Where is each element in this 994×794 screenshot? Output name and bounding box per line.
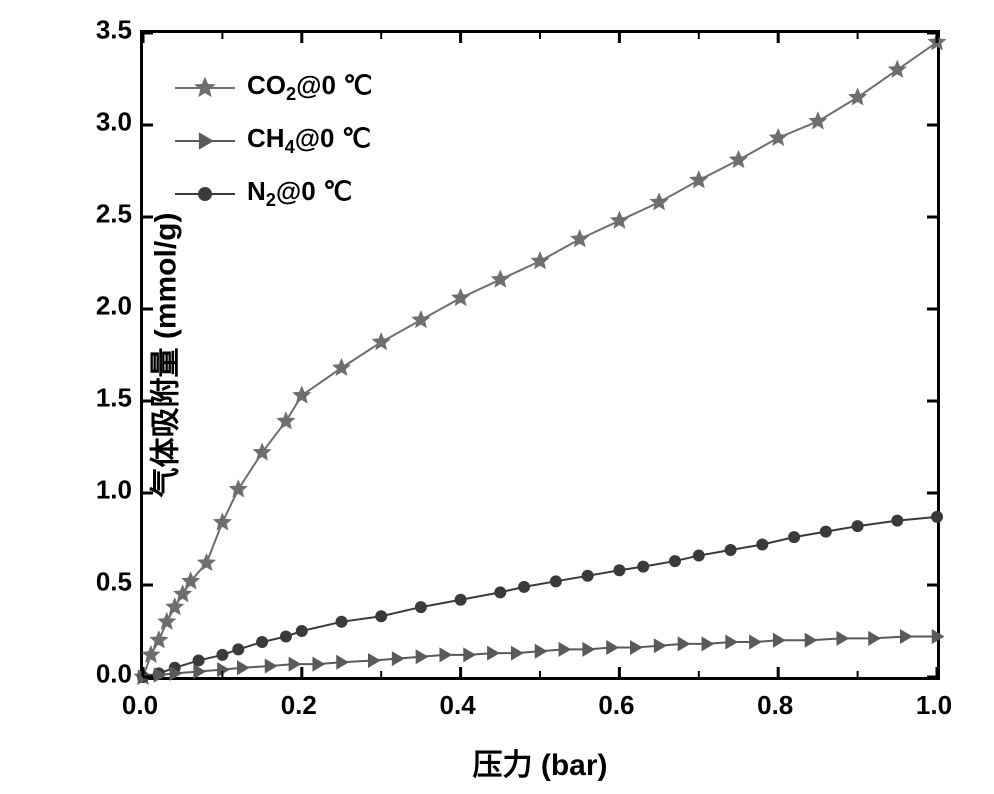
y-tick-label: 2.5 xyxy=(96,199,132,230)
y-tick-label: 0.0 xyxy=(96,659,132,690)
y-tick-label: 3.0 xyxy=(96,107,132,138)
legend-item-n2: N2@0 ℃ xyxy=(175,176,372,211)
x-tick-label: 0.0 xyxy=(122,690,158,721)
x-axis-label: 压力 (bar) xyxy=(473,740,608,784)
x-tick-label: 0.4 xyxy=(440,690,476,721)
y-tick-label: 0.5 xyxy=(96,567,132,598)
y-tick-label: 2.0 xyxy=(96,291,132,322)
legend-label-ch4: CH4@0 ℃ xyxy=(247,123,371,158)
legend-marker-co2 xyxy=(175,87,235,89)
legend: CO2@0 ℃ CH4@0 ℃ N2@0 ℃ xyxy=(175,70,372,230)
chart-container: 气体吸附量 (mmol/g) 压力 (bar) 0.00.51.01.52.02… xyxy=(0,0,994,794)
legend-label-n2: N2@0 ℃ xyxy=(247,176,352,211)
legend-label-co2: CO2@0 ℃ xyxy=(247,70,372,105)
legend-marker-ch4 xyxy=(175,140,235,142)
x-tick-label: 1.0 xyxy=(916,690,952,721)
legend-item-co2: CO2@0 ℃ xyxy=(175,70,372,105)
y-tick-label: 1.5 xyxy=(96,383,132,414)
x-tick-label: 0.8 xyxy=(757,690,793,721)
y-tick-label: 1.0 xyxy=(96,475,132,506)
x-tick-label: 0.6 xyxy=(598,690,634,721)
y-tick-label: 3.5 xyxy=(96,15,132,46)
legend-item-ch4: CH4@0 ℃ xyxy=(175,123,372,158)
x-tick-label: 0.2 xyxy=(281,690,317,721)
legend-marker-n2 xyxy=(175,193,235,195)
